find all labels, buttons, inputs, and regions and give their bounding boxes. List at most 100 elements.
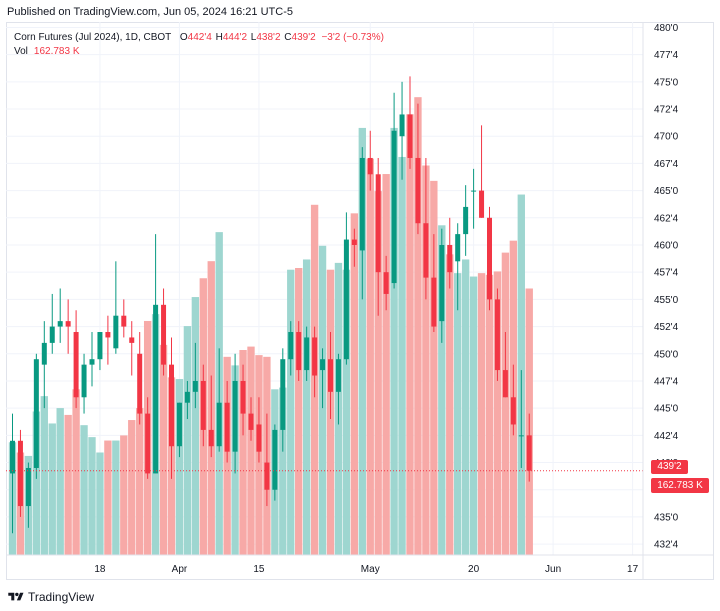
candle-body xyxy=(153,304,159,474)
price-axis[interactable]: 432'4435'0437'4440'0442'4445'0447'4450'0… xyxy=(654,23,679,551)
volume-bar xyxy=(48,423,56,555)
candle-body xyxy=(224,402,230,452)
x-tick-label: Apr xyxy=(172,564,188,575)
volume-bar xyxy=(287,269,295,555)
volume-bar xyxy=(104,440,112,555)
candle-body xyxy=(65,321,71,327)
volume-bar xyxy=(64,414,72,555)
last-volume-tag: 162.783 K xyxy=(651,478,709,493)
volume-bar xyxy=(247,346,255,555)
volume-bar xyxy=(485,274,494,555)
legend-symbol: Corn Futures (Jul 2024), 1D, CBOT xyxy=(14,32,172,43)
footer-brand-text: TradingView xyxy=(28,590,95,604)
candle-body xyxy=(184,391,190,403)
candle-body xyxy=(518,435,524,437)
y-tick-label: 467'4 xyxy=(654,159,679,170)
volume-bar xyxy=(136,408,144,555)
volume-bar xyxy=(398,156,406,556)
volume-legend-label: Vol xyxy=(14,46,28,57)
x-tick-label: May xyxy=(361,564,380,575)
volume-bar xyxy=(342,269,351,555)
volume-bar xyxy=(32,411,41,555)
candle-body xyxy=(208,429,214,447)
y-tick-label: 435'0 xyxy=(654,512,679,523)
candle-body xyxy=(328,359,333,392)
x-tick-label: 17 xyxy=(627,564,639,575)
volume-bar xyxy=(390,127,398,556)
footer-brand[interactable]: TradingView xyxy=(8,588,94,606)
volume-bar xyxy=(279,387,287,555)
candle-body xyxy=(49,326,55,343)
volume-bar xyxy=(374,191,382,555)
volume-legend-value: 162.783 K xyxy=(33,46,80,57)
volume-bar xyxy=(72,389,80,555)
candle-body xyxy=(423,223,429,278)
volume-bar xyxy=(422,165,430,555)
candle-body xyxy=(264,462,270,490)
volume-bar xyxy=(295,268,303,555)
legend-change-value: −3'2 (−0.73%) xyxy=(321,32,384,43)
candle-body xyxy=(129,337,135,343)
candle-body xyxy=(41,342,47,365)
candle-body xyxy=(145,413,151,474)
candle-body xyxy=(33,359,39,468)
y-tick-label: 470'0 xyxy=(654,132,679,143)
legend-open-value: 442'4 xyxy=(187,32,212,43)
candle-body xyxy=(343,239,349,360)
candle-body xyxy=(415,157,421,224)
y-tick-label: 445'0 xyxy=(654,404,679,415)
candle-body xyxy=(169,364,174,447)
y-tick-label: 452'4 xyxy=(654,322,679,333)
legend-close-value: 439'2 xyxy=(291,32,316,43)
y-tick-label: 450'0 xyxy=(654,349,679,360)
candle-body xyxy=(502,370,508,398)
volume-bar xyxy=(128,420,136,555)
time-axis[interactable]: 18 Apr 15 May 20 Jun 17 xyxy=(94,564,638,575)
volume-bar xyxy=(446,254,454,556)
volume-bar xyxy=(120,435,128,555)
candle-body xyxy=(407,114,413,158)
volume-bar xyxy=(454,273,462,555)
legend-open-label: O xyxy=(179,32,188,43)
volume-bar xyxy=(40,396,48,555)
candle-body xyxy=(455,234,461,262)
candle-body xyxy=(121,315,127,327)
candle-body xyxy=(200,380,206,430)
volume-bar xyxy=(493,271,502,555)
candle-body xyxy=(494,299,500,371)
candle-body xyxy=(320,359,326,371)
candle-body xyxy=(240,380,246,414)
y-tick-label: 472'4 xyxy=(654,105,679,116)
candle-body xyxy=(526,435,532,471)
candle-body xyxy=(304,337,310,371)
legend-high-value: 444'2 xyxy=(222,32,247,43)
candle-body xyxy=(161,304,167,365)
candle-body xyxy=(312,337,318,376)
volume-bar xyxy=(183,326,192,555)
volume-bar xyxy=(56,408,64,555)
candle-body xyxy=(57,321,63,327)
volume-bar xyxy=(191,297,200,555)
candle-body xyxy=(439,244,445,322)
candle-body xyxy=(10,440,15,474)
legend-low-label: L xyxy=(250,32,257,43)
volume-bar xyxy=(96,452,104,555)
candle-body xyxy=(272,429,278,490)
candle-body xyxy=(192,380,198,392)
volume-bar xyxy=(159,344,168,555)
volume-bar xyxy=(175,379,184,555)
volume-bar xyxy=(382,174,390,555)
candle-body xyxy=(351,239,357,245)
volume-legend-row: Vol 162.783 K xyxy=(14,45,80,59)
candle-body xyxy=(471,190,477,192)
candle-body xyxy=(359,157,365,251)
candle-body xyxy=(487,217,492,300)
x-tick-label: 18 xyxy=(94,564,106,575)
candle-body xyxy=(256,424,262,452)
candle-body xyxy=(176,402,182,447)
candle-body xyxy=(216,402,222,447)
candle-body xyxy=(25,467,31,507)
y-tick-label: 460'0 xyxy=(654,240,679,251)
last-price-tag: 439'2 xyxy=(651,460,688,474)
